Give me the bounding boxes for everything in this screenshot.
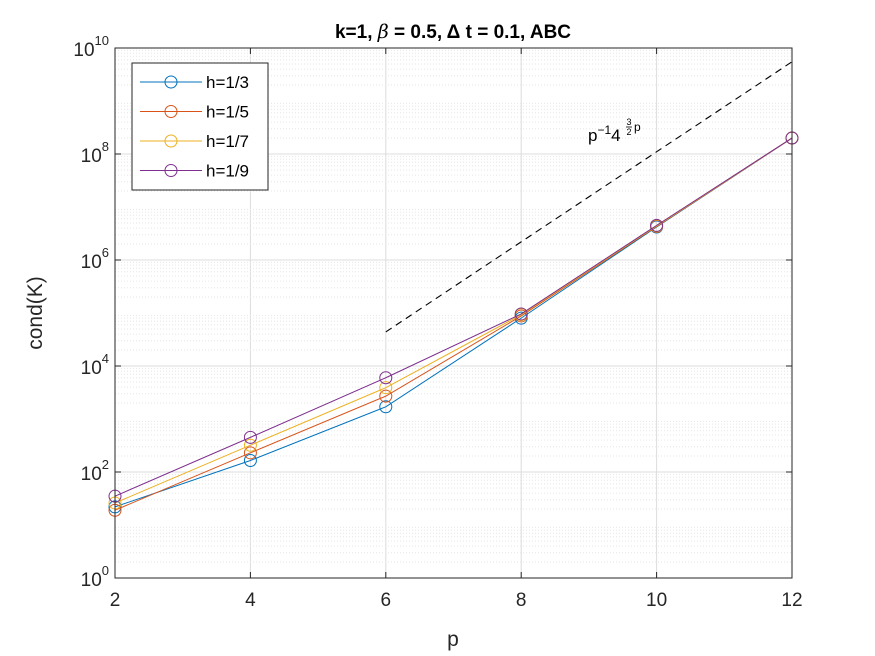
legend-swatch-marker (164, 105, 178, 118)
y-tick-base: 10 (81, 464, 102, 485)
legend-label: h=1/9 (206, 162, 249, 181)
data-point (514, 307, 528, 321)
y-tick-label: 102 (81, 457, 109, 485)
data-point (379, 371, 393, 385)
y-tick-label: 1010 (73, 33, 109, 61)
legend-swatch-marker (164, 134, 178, 148)
data-point (379, 400, 393, 414)
reference-line-group: 32 p (385, 61, 793, 333)
ref-label-tail: p (634, 120, 641, 134)
legend-box (131, 62, 269, 191)
data-point (379, 389, 393, 403)
y-tick-exponent: 8 (102, 139, 109, 154)
legend-label: h=1/7 (206, 132, 249, 151)
ref-label-frac-den: 2 (626, 127, 631, 137)
y-tick-base: 10 (73, 40, 94, 61)
x-axis-label: p (447, 628, 459, 651)
reference-line-label: p−14 (588, 123, 621, 145)
ref-label-frac-num: 3 (626, 117, 631, 127)
data-point (243, 438, 257, 452)
legend-item: h=1/3 (140, 73, 249, 92)
y-tick-exponent: 0 (102, 563, 109, 578)
ref-label-base-exponent: −1 (597, 123, 611, 137)
legend-label: h=1/5 (206, 103, 249, 122)
data-point (243, 430, 257, 444)
data-point (243, 453, 257, 467)
reference-line (385, 61, 793, 333)
y-tick-label: 104 (81, 351, 109, 379)
data-point (650, 218, 664, 232)
legend-item: h=1/5 (140, 103, 249, 122)
legend-item: h=1/9 (140, 162, 249, 181)
title-part-2: = 0.5, Δ t = 0.1, ABC (389, 22, 572, 43)
legend-item: h=1/7 (140, 132, 249, 151)
x-tick-label: 2 (110, 590, 121, 611)
x-tick-label: 8 (516, 590, 527, 611)
data-point (379, 381, 393, 395)
legend-swatch-marker (164, 75, 178, 89)
y-tick-label: 100 (81, 563, 109, 591)
y-tick-exponent: 2 (102, 457, 109, 472)
axes-box (114, 47, 793, 579)
y-tick-exponent: 6 (102, 245, 109, 260)
y-axis-label: cond(K) (24, 276, 47, 350)
ref-label-base: p (588, 126, 597, 145)
y-tick-exponent: 10 (95, 33, 109, 48)
y-tick-base: 10 (81, 146, 102, 167)
y-tick-label: 108 (81, 139, 109, 167)
x-tick-label: 4 (245, 590, 256, 611)
y-tick-label: 106 (81, 245, 109, 273)
y-tick-base: 10 (81, 252, 102, 273)
title-beta: β (377, 21, 389, 43)
y-tick-base: 10 (81, 358, 102, 379)
series-group (108, 131, 799, 517)
chart-title: k=1, β = 0.5, Δ t = 0.1, ABC (335, 21, 571, 43)
y-tick-exponent: 4 (102, 351, 109, 366)
ref-label-mid: 4 (611, 126, 620, 145)
legend-swatch-marker (164, 164, 178, 177)
y-tick-base: 10 (81, 570, 102, 591)
legend: h=1/3 h=1/5 h=1/7 h=1/9 (131, 62, 269, 191)
series-line (114, 137, 793, 497)
title-part-1: k=1, (335, 22, 378, 43)
data-point (243, 446, 257, 460)
x-tick-label: 6 (381, 590, 392, 611)
x-tick-label: 12 (781, 590, 802, 611)
legend-label: h=1/3 (206, 73, 249, 92)
x-tick-label: 10 (646, 590, 667, 611)
